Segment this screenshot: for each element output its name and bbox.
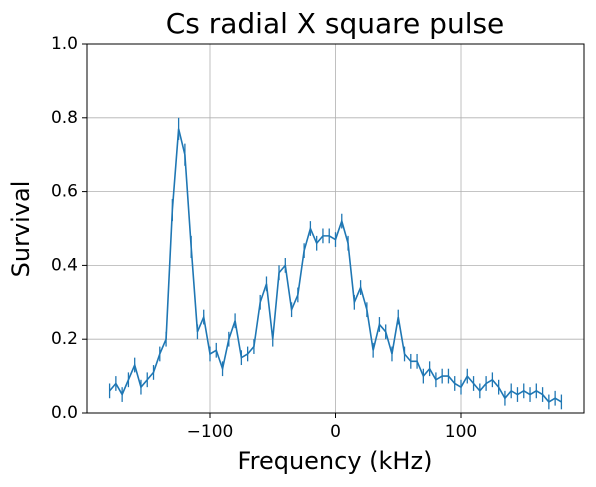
y-tick-label: 0.4 [51, 255, 78, 275]
x-axis-label: Frequency (kHz) [238, 447, 433, 475]
x-tick-label: −100 [187, 422, 234, 442]
chart-title: Cs radial X square pulse [166, 7, 505, 40]
y-tick-label: 0.6 [51, 182, 78, 202]
plot-frame [86, 43, 585, 414]
y-tick-label: 1.0 [51, 34, 78, 54]
data-line [108, 128, 562, 403]
y-axis-label: Survival [7, 181, 35, 278]
y-tick-label: 0.2 [51, 329, 78, 349]
y-tick-label: 0.8 [51, 108, 78, 128]
x-tick-label: 0 [330, 422, 341, 442]
x-tick-label: 100 [445, 422, 477, 442]
y-tick-label: 0.0 [51, 403, 78, 423]
